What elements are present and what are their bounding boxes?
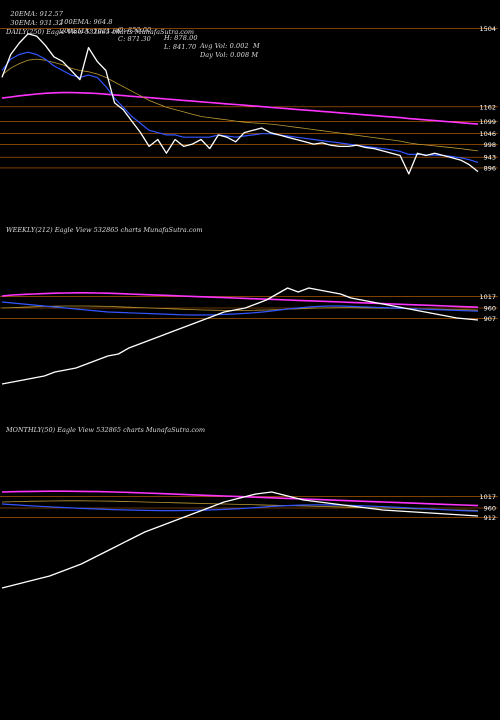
tick-label: 1162 [479,103,496,111]
tick-label: 960 [484,305,496,313]
ema200-readout: 200EMA: 1021.68 [60,27,122,35]
header-row-2: 30EMA: 931.32 200EMA: 1021.68 C: 871.30 … [6,11,258,59]
price-series-line [1,491,479,589]
tick-label: 1046 [479,130,496,138]
tick-label: 1017 [479,293,496,301]
ema20-readout: 20EMA: 912.57 [10,10,64,18]
tick-label: 998 [484,141,496,149]
tick-label: 943 [484,154,496,162]
ema-mid-series-line [1,58,479,152]
ema-slow-series-line [1,292,479,308]
low-readout: L: 841.70 [164,43,197,51]
day-vol-readout: Day Vol: 0.008 M [200,51,259,59]
header-row-1: 20EMA: 912.57 100EMA: 964.8 O: 852.00 H:… [6,2,259,50]
tick-label: 1504 [479,25,496,33]
tick-label: 907 [484,315,496,323]
tick-label: 912 [484,514,496,522]
price-series-line [1,287,479,385]
daily-chart-title: DAILY(250) Eagle View 532865 charts Muna… [6,28,195,36]
tick-label: 1099 [479,118,496,126]
tick-label: 960 [484,505,496,513]
price-series-line [1,33,479,175]
close-readout: C: 871.30 [118,35,151,43]
ema-mid-series-line [1,500,479,511]
high-readout: H: 878.00 [164,34,198,42]
monthly-chart-title: MONTHLY(50) Eagle View 532865 charts Mun… [6,426,206,434]
tick-label: 1017 [479,493,496,501]
ema-fast-series-line [1,301,479,316]
tick-label: 896 [484,164,496,172]
ema30-readout: 30EMA: 931.32 [10,19,64,27]
weekly-chart-title: WEEKLY(212) Eagle View 532865 charts Mun… [6,226,203,234]
ema-slow-series-line [1,91,479,125]
ema-slow-series-line [1,490,479,507]
ema-fast-series-line [1,503,479,512]
daily-chart: 1504 1162 1099 1046 998 943 896 [0,25,498,175]
ema100-readout: 100EMA: 964.8 [60,18,113,26]
avg-vol-readout: Avg Vol: 0.002 M [200,42,260,50]
weekly-chart: 1017 960 907 [0,287,498,385]
open-readout: O: 852.00 [118,26,152,34]
